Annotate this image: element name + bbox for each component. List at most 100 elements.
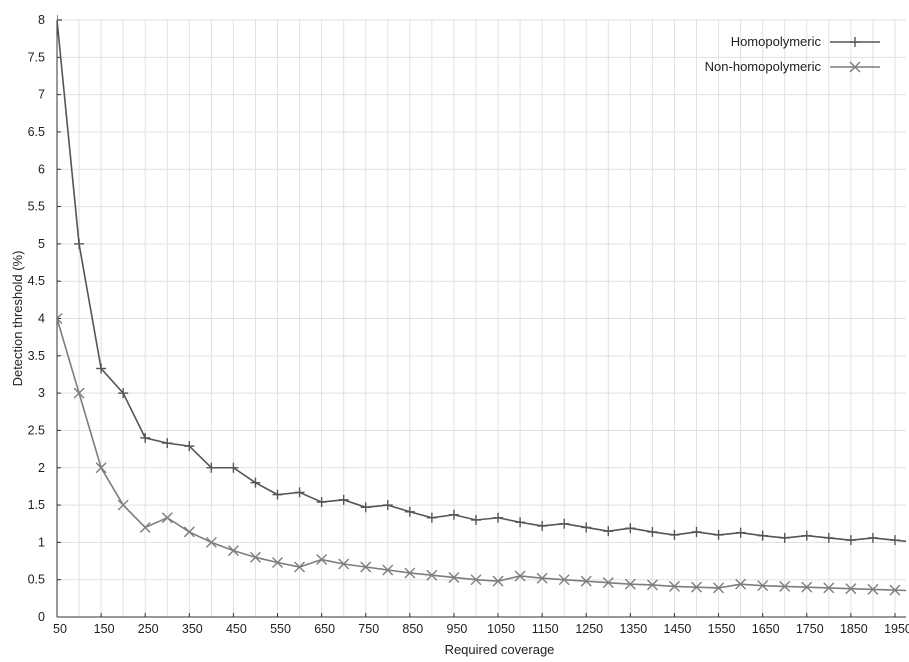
legend-label: Homopolymeric [731,34,822,49]
data-point [867,532,878,543]
data-point [184,441,195,452]
data-point [470,514,481,525]
data-point [404,506,415,517]
data-point [889,535,900,546]
data-point [228,462,239,473]
x-tick-label: 1250 [575,622,603,636]
y-tick-label: 6 [38,162,45,176]
y-axis-title: Detection threshold (%) [10,251,25,387]
data-point [426,569,438,581]
marker-stroke [338,558,350,570]
marker-stroke [57,313,63,320]
y-tick-label: 7.5 [28,50,45,64]
x-tick-label: 1350 [619,622,647,636]
marker-stroke [382,564,394,576]
data-point [118,388,129,399]
data-point [889,584,901,596]
data-point [272,557,284,569]
legend-marker [849,61,861,73]
x-tick-label: 1650 [752,622,780,636]
x-tick-label: 1450 [664,622,692,636]
data-point [823,582,835,594]
marker-stroke [580,575,592,587]
data-point [96,363,107,374]
marker-stroke [404,567,416,579]
marker-stroke [57,317,63,324]
data-point [558,574,570,586]
data-point [603,526,614,537]
data-point [757,580,769,592]
x-tick-label: 250 [138,622,159,636]
data-point [470,574,482,586]
legend-label: Non-homopolymeric [705,59,822,74]
marker-stroke [227,545,239,557]
data-point [338,558,350,570]
x-tick-label: 1550 [708,622,736,636]
data-point [735,578,747,590]
data-point [294,487,305,498]
legend-entry: Homopolymeric [731,34,880,49]
marker-stroke [845,583,857,595]
data-point [338,494,349,505]
marker-stroke [558,574,570,586]
marker-stroke [779,580,791,592]
data-point [602,577,614,589]
data-point [249,551,261,563]
marker-stroke [889,584,901,596]
x-axis-title: Required coverage [445,642,555,657]
data-point [713,582,725,594]
marker-stroke [536,572,548,584]
x-tick-label: 1050 [487,622,515,636]
marker-stroke [117,499,129,511]
data-point [515,517,526,528]
data-point [162,438,173,449]
data-point [713,529,724,540]
legend: Homopolymeric Non-homopolymeric [705,34,880,74]
data-point [536,572,548,584]
marker-stroke [73,387,85,399]
x-tick-label: 150 [94,622,115,636]
x-tick-label: 750 [358,622,379,636]
data-point [779,580,791,592]
marker-stroke [801,581,813,593]
x-tick-label: 350 [182,622,203,636]
legend-entry: Non-homopolymeric [705,59,880,74]
grid [57,19,906,617]
x-tick-label: 950 [447,622,468,636]
data-point [646,579,658,591]
marker-stroke [757,580,769,592]
data-point [625,523,636,534]
marker-stroke [668,580,680,592]
data-point [537,520,548,531]
data-point [493,512,504,523]
data-point [448,509,459,520]
legend-marker [850,37,860,47]
series-line [57,19,906,543]
data-point [845,535,856,546]
marker-stroke [272,557,284,569]
data-point [360,561,372,573]
marker-stroke [470,574,482,586]
data-point [227,545,239,557]
marker-stroke [183,526,195,538]
y-tick-label: 2 [38,461,45,475]
data-point [823,532,834,543]
data-point [183,526,195,538]
data-point [779,532,790,543]
data-point [206,462,217,473]
x-tick-label: 50 [53,622,67,636]
marker-stroke [448,571,460,583]
data-point [757,530,768,541]
data-point [801,530,812,541]
y-tick-label: 7 [38,88,45,102]
data-point [514,570,526,582]
data-point [669,529,680,540]
y-tick-label: 5.5 [28,200,45,214]
y-tick-label: 6.5 [28,125,45,139]
y-tick-label: 1 [38,535,45,549]
data-point [581,522,592,533]
marker-stroke [161,512,173,524]
y-tick-label: 3.5 [28,349,45,363]
